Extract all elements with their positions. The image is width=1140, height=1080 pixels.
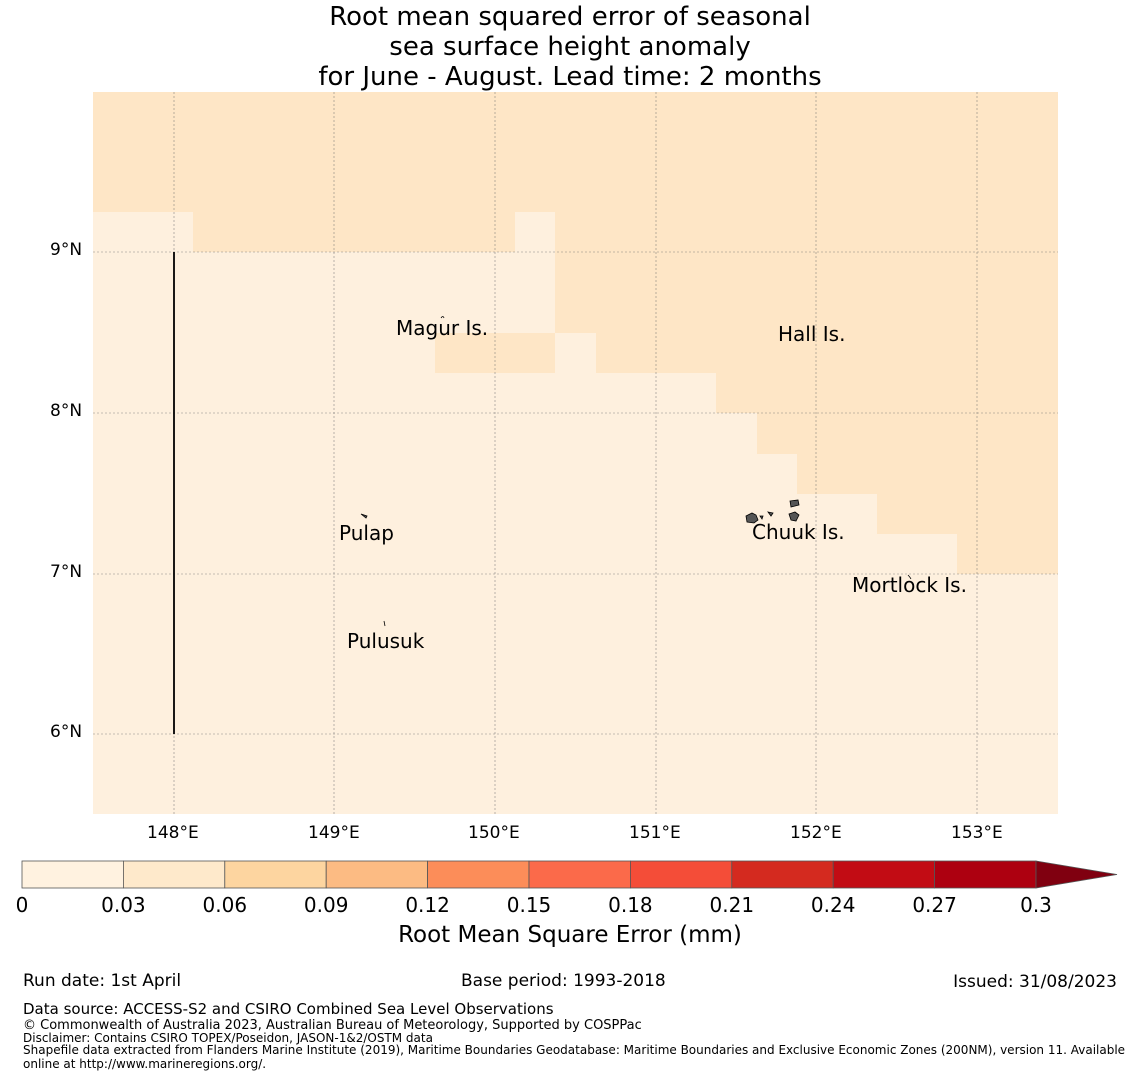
lon-tick-153E: 153°E xyxy=(951,823,1003,843)
title-line-1: Root mean squared error of seasonal xyxy=(329,2,811,32)
colorbar-tick-label: 0.09 xyxy=(303,893,349,917)
colorbar-segment xyxy=(21,860,124,889)
mortlock-island xyxy=(907,574,912,580)
map-panel xyxy=(93,92,1058,814)
data-source: Data source: ACCESS-S2 and CSIRO Combine… xyxy=(23,1000,554,1018)
label-pulap: Pulap xyxy=(339,521,394,545)
pulusuk-island xyxy=(383,620,386,627)
lat-tick-6N: 6°N xyxy=(50,722,83,742)
label-chuuk: Chuuk Is. xyxy=(752,520,845,544)
disclaimer: Disclaimer: Contains CSIRO TOPEX/Poseido… xyxy=(23,1031,433,1045)
label-magur: Magur Is. xyxy=(396,316,489,340)
lon-tick-152E: 152°E xyxy=(790,823,842,843)
colorbar-tick-label: 0 xyxy=(15,893,29,917)
colorbar-tick-label: 0.21 xyxy=(709,893,755,917)
colorbar-tick-label: 0.3 xyxy=(1020,893,1052,917)
chuuk-island xyxy=(789,499,800,508)
issued-date: Issued: 31/08/2023 xyxy=(953,972,1117,992)
islands xyxy=(360,316,912,627)
colorbar-segment xyxy=(528,860,631,889)
lat-tick-7N: 7°N xyxy=(50,562,83,582)
colorbar-tick-label: 0.27 xyxy=(912,893,957,917)
lon-tick-151E: 151°E xyxy=(629,823,681,843)
colorbar-tick-label: 0.24 xyxy=(810,893,856,917)
lon-tick-149E: 149°E xyxy=(308,823,360,843)
label-mortlock: Mortlock Is. xyxy=(852,573,967,597)
base-period: Base period: 1993-2018 xyxy=(461,971,666,991)
colorbar-label: Root Mean Square Error (mm) xyxy=(398,922,742,948)
colorbar-tick-label: 0.15 xyxy=(506,893,552,917)
colorbar-segment xyxy=(934,860,1037,889)
chuuk-island xyxy=(767,511,774,517)
lon-tick-150E: 150°E xyxy=(468,823,520,843)
colorbar-segment xyxy=(731,860,834,889)
title-line-3: for June - August. Lead time: 2 months xyxy=(318,62,822,92)
colorbar-segment xyxy=(630,860,733,889)
colorbar-tick-label: 0.03 xyxy=(101,893,146,917)
colorbar-extend-arrow xyxy=(1035,860,1118,889)
title-line-2: sea surface height anomaly xyxy=(389,32,751,62)
colorbar-segment xyxy=(123,860,226,889)
pulap-island xyxy=(360,513,368,519)
lat-tick-9N: 9°N xyxy=(50,240,83,260)
colorbar-tick-label: 0.18 xyxy=(608,893,653,917)
magur-island xyxy=(440,316,445,319)
run-date: Run date: 1st April xyxy=(23,971,182,991)
colorbar-segment xyxy=(325,860,429,889)
rmse-map xyxy=(21,92,1118,889)
shapefile-credit-1: Shapefile data extracted from Flanders M… xyxy=(23,1043,1126,1057)
colorbar-segment xyxy=(427,860,530,889)
lat-tick-8N: 8°N xyxy=(50,401,83,421)
chuuk-island xyxy=(788,511,800,522)
colorbar xyxy=(21,860,1118,889)
copyright: © Commonwealth of Australia 2023, Austra… xyxy=(23,1018,642,1033)
colorbar-tick-label: 0.12 xyxy=(405,893,450,917)
chuuk-island xyxy=(745,512,759,524)
colorbar-segment xyxy=(832,860,936,889)
map-title: Root mean squared error of seasonal sea … xyxy=(0,2,1140,92)
colorbar-tick-label: 0.06 xyxy=(202,893,248,917)
label-hall: Hall Is. xyxy=(778,322,846,346)
lon-tick-148E: 148°E xyxy=(147,823,199,843)
colorbar-segment xyxy=(224,860,327,889)
chuuk-island xyxy=(759,515,764,520)
shapefile-credit-2: online at http://www.marineregions.org/. xyxy=(23,1057,267,1071)
label-pulusuk: Pulusuk xyxy=(347,629,425,653)
